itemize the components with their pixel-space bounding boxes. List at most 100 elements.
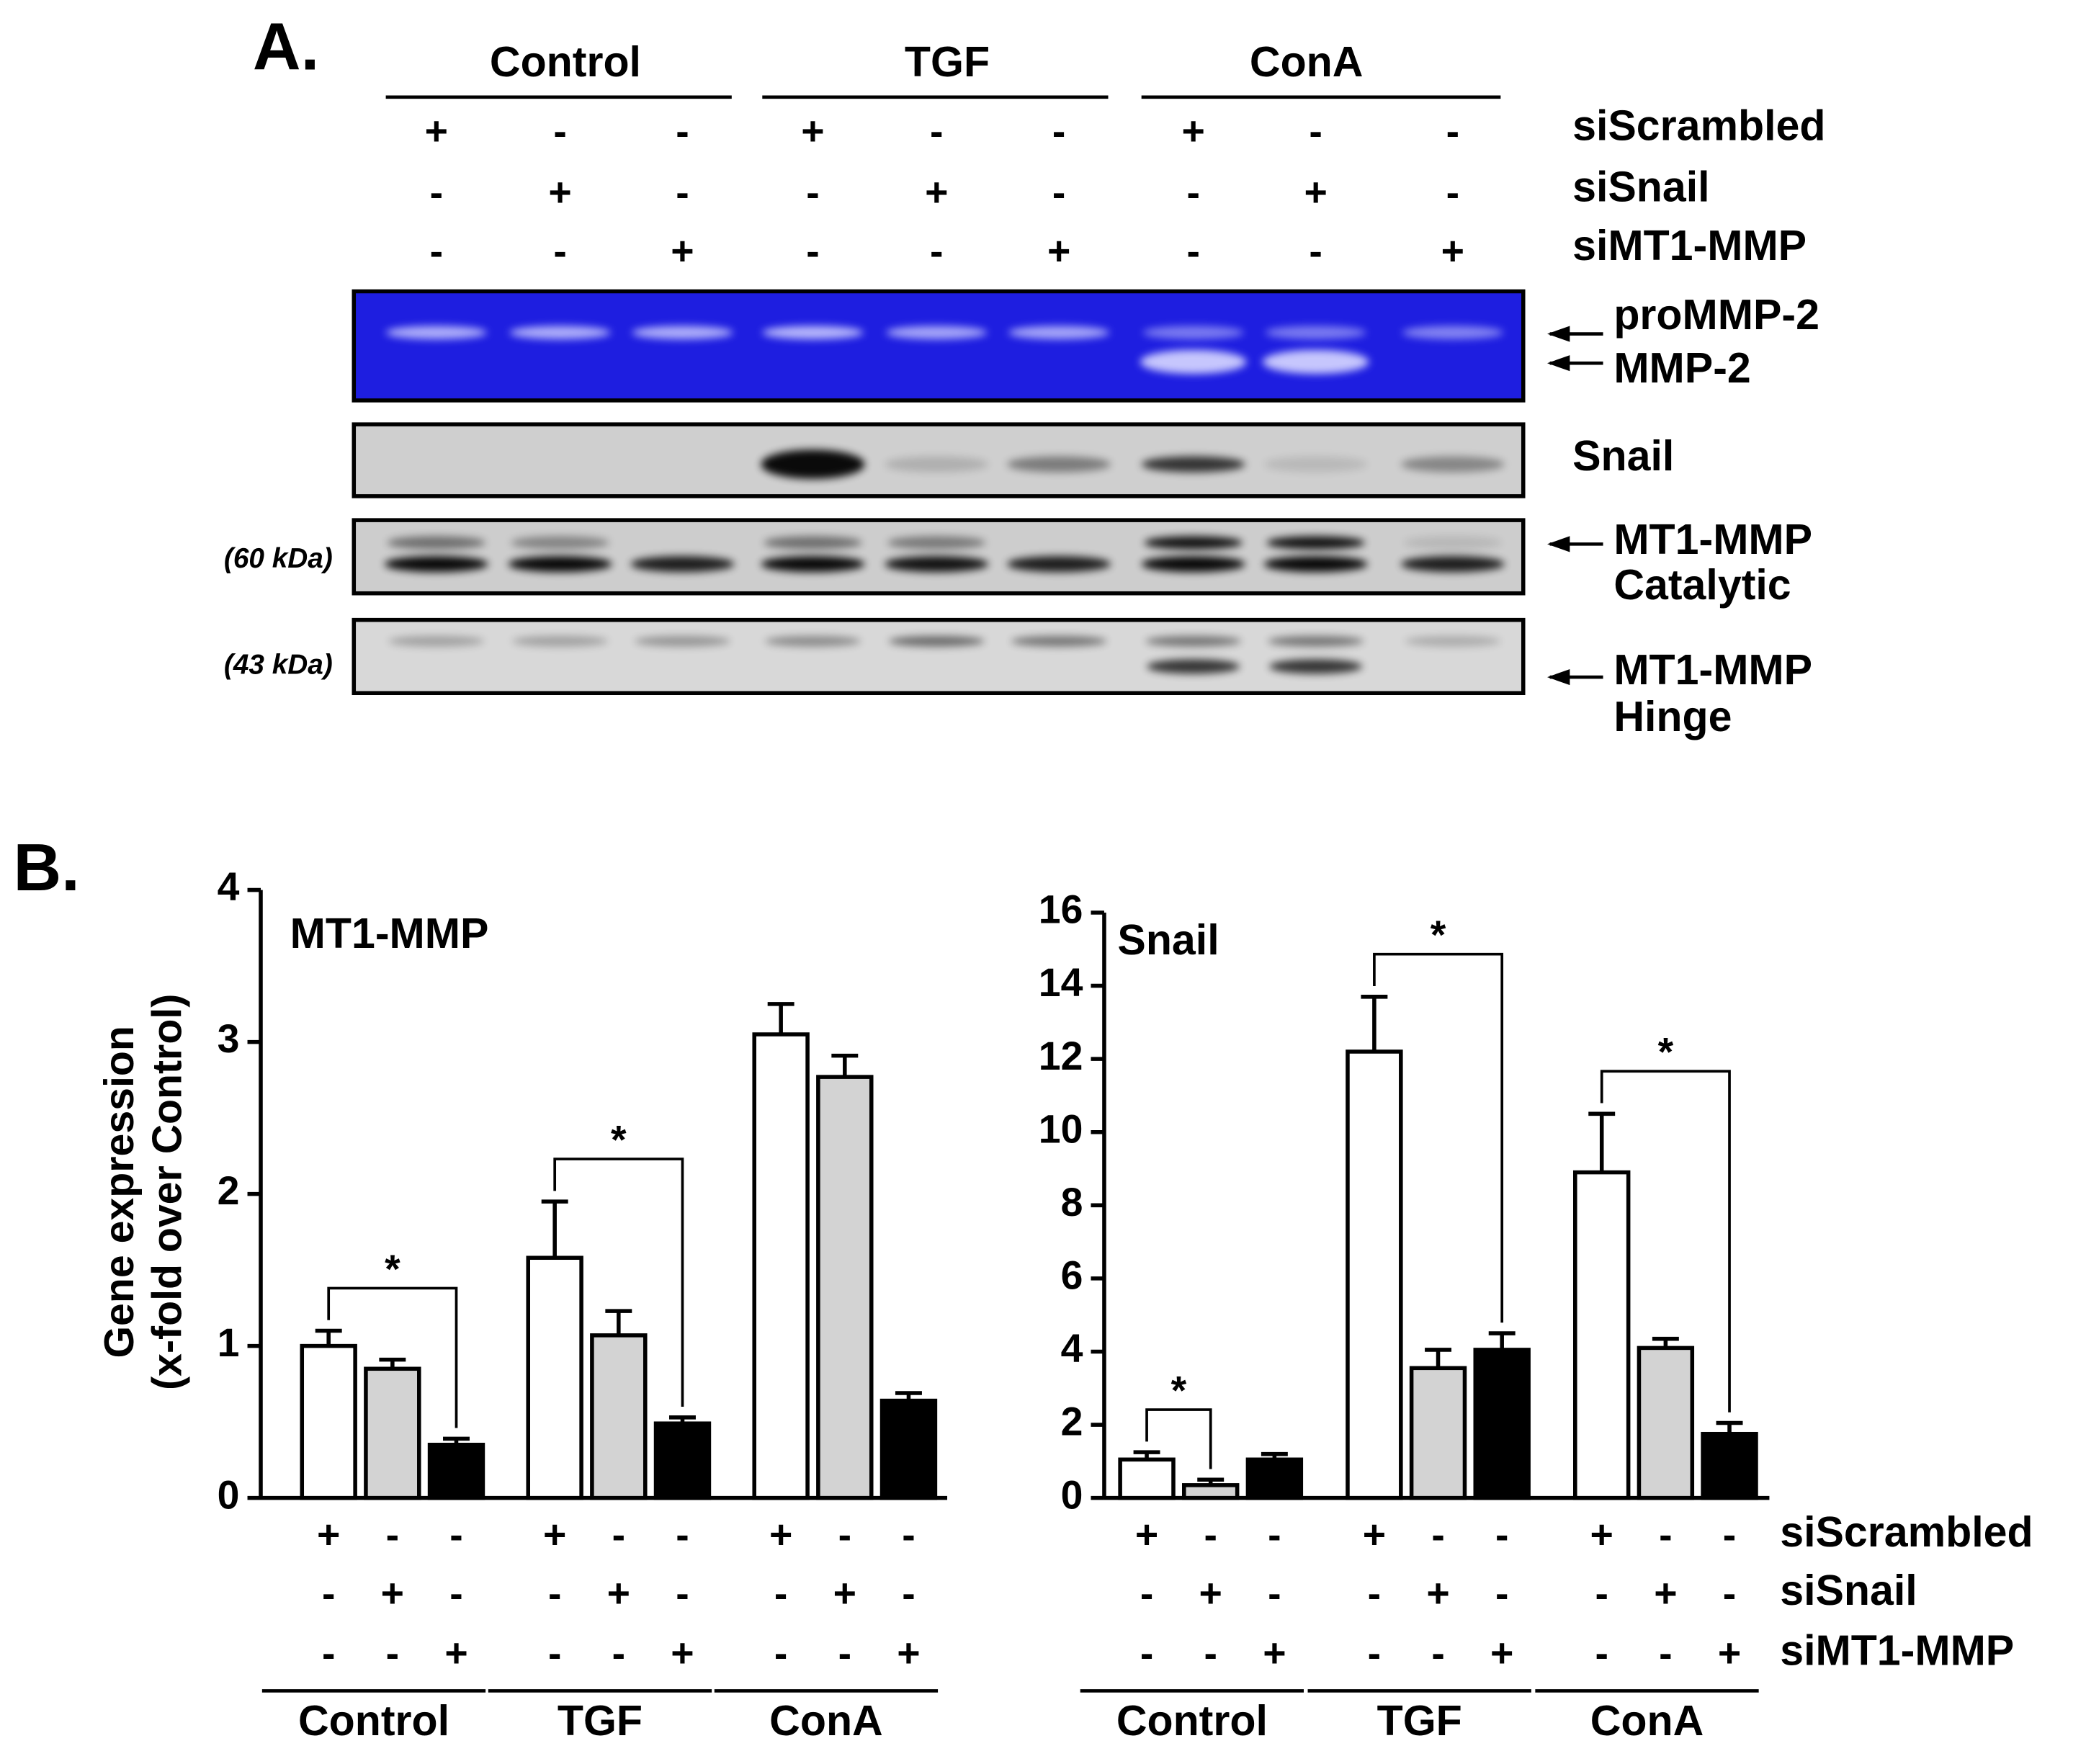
group-label: TGF [905,37,990,86]
band [1400,556,1505,573]
band [761,449,865,479]
sign: - [676,1513,689,1557]
legend-label: siScrambled [1780,1508,2033,1556]
sign: + [548,170,571,215]
sign: + [1490,1631,1513,1675]
x-tick-label: Control [1116,1696,1268,1745]
sign: - [1140,1631,1153,1675]
y-axis-label: Gene expression [97,1026,143,1358]
y-tick-label: 1 [218,1320,240,1365]
arrow-head [1546,668,1570,686]
band [1268,659,1363,674]
sign: - [902,1513,915,1557]
sign: + [833,1571,856,1616]
bar [1118,1457,1176,1500]
band [1141,456,1245,473]
bar [1182,1483,1240,1500]
y-tick-label: 8 [1061,1180,1083,1224]
band [1145,635,1242,647]
sign: + [1441,228,1464,273]
significance-label: * [1171,1369,1187,1413]
bar [1473,1348,1531,1500]
sign: - [386,1513,399,1557]
sign: - [1595,1571,1608,1616]
band [885,556,989,573]
bar [816,1075,874,1500]
y-tick-label: 14 [1039,960,1083,1005]
band [1263,456,1368,473]
sign: - [676,109,689,153]
significance-label: * [385,1247,400,1291]
y-tick-label: 10 [1039,1106,1083,1151]
legend-label: siMT1-MMP [1780,1626,2014,1674]
sign: + [897,1631,920,1675]
sign: - [1204,1631,1217,1675]
blot [352,617,1526,696]
sign: + [671,228,694,273]
band-label: MMP-2 [1613,344,1750,392]
sign: - [612,1631,625,1675]
x-tick-label: ConA [1590,1696,1704,1745]
y-tick-label: 2 [1061,1400,1083,1444]
significance-label: * [1658,1030,1674,1075]
band [1008,326,1110,339]
band-label: Snail [1572,431,1674,480]
sign: - [430,170,443,215]
sign: - [1723,1513,1736,1557]
sign: - [676,1571,689,1616]
sign: - [1723,1571,1736,1616]
sign: - [449,1571,462,1616]
band [509,326,611,339]
sign: - [1446,109,1459,153]
sign: + [317,1513,340,1557]
kda-label: (43 kDa) [224,650,333,681]
sign: - [1204,1513,1217,1557]
sign: - [1052,170,1065,215]
band [764,635,861,647]
band [1141,556,1245,573]
band [1265,326,1366,339]
sign: - [430,228,443,273]
band [1144,536,1243,550]
significance-label: * [1431,913,1446,957]
bar [879,1398,938,1500]
group-label: ConA [1250,37,1364,86]
sign: - [1595,1631,1608,1675]
significance-bracket [1373,952,1504,1323]
kda-label: (60 kDa) [224,543,333,574]
bar [300,1343,357,1500]
band [634,635,730,647]
sign: - [1309,228,1322,273]
sign: + [1426,1571,1449,1616]
bar [1346,1049,1403,1500]
band [1263,556,1368,573]
sign: - [1140,1571,1153,1616]
sign: + [1135,1513,1158,1557]
sign: + [1304,170,1327,215]
band [511,536,609,550]
x-tick-label: ConA [769,1696,883,1745]
sign: - [1268,1513,1281,1557]
bar [1245,1457,1304,1500]
significance-label: * [611,1118,627,1163]
band [1011,635,1107,647]
band [888,635,985,647]
significance-bracket [553,1158,684,1407]
sign: - [838,1631,851,1675]
x-tick-label: Control [298,1696,449,1745]
bar [1637,1346,1695,1500]
band-label: Hinge [1613,692,1732,740]
band [1007,556,1111,573]
sign: - [1659,1513,1672,1557]
y-tick-label: 0 [218,1472,240,1517]
legend-label: siSnail [1780,1566,1917,1614]
sign: - [806,170,819,215]
chart-title: Snail [1117,915,1219,964]
sign: - [553,109,566,153]
sign: + [425,109,448,153]
y-tick-label: 12 [1039,1034,1083,1078]
panel-b-label: B. [13,830,79,905]
sign: - [1659,1631,1672,1675]
band [1140,349,1247,374]
